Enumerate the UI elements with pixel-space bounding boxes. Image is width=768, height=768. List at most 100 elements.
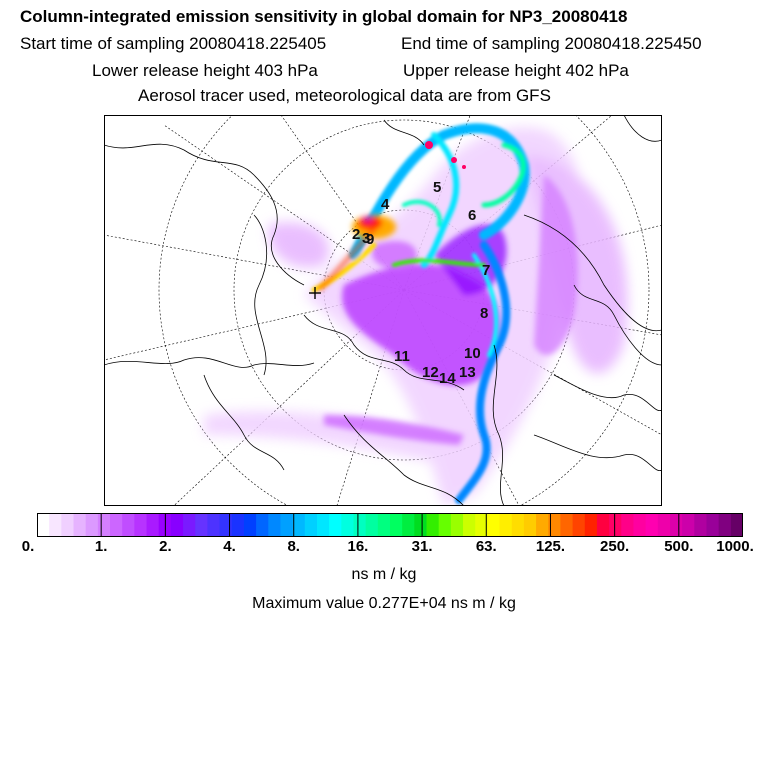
colorbar-tick-label: 63. <box>475 538 497 555</box>
colorbar-cell <box>633 513 647 537</box>
colorbar-cell <box>414 513 428 537</box>
colorbar-cell <box>669 513 683 537</box>
colorbar-cell <box>645 513 659 537</box>
colorbar-cell <box>572 513 586 537</box>
colorbar-tick-label: 1000. <box>716 538 754 555</box>
colorbar-cell <box>438 513 452 537</box>
day-label: 3 <box>362 230 370 247</box>
colorbar-cell <box>61 513 75 537</box>
colorbar-cell <box>122 513 135 537</box>
day-labels: 2 3 4 5 6 7 8 9 10 11 12 13 14 <box>352 179 490 387</box>
colorbar-cell <box>170 513 184 537</box>
plot-title: Column-integrated emission sensitivity i… <box>20 7 628 26</box>
colorbar-cell <box>110 513 123 537</box>
start-time-label: Start time of sampling 20080418.225405 <box>20 34 327 53</box>
colorbar-cell <box>231 513 245 537</box>
day-label: 11 <box>394 348 410 365</box>
colorbar-tick-label: 4. <box>223 538 236 555</box>
colorbar-cell <box>475 513 488 537</box>
colorbar-cell <box>146 513 160 537</box>
day-label: 10 <box>464 345 481 362</box>
colorbar-cell <box>609 513 622 537</box>
colorbar-cell <box>536 513 549 537</box>
colorbar-cell <box>730 513 743 537</box>
day-label: 13 <box>459 364 476 381</box>
end-time-label: End time of sampling 20080418.225450 <box>401 34 702 53</box>
colorbar-cell <box>523 513 537 537</box>
colorbar-tick-label: 16. <box>347 538 369 555</box>
colorbar-cell <box>560 513 574 537</box>
day-label: 12 <box>422 364 439 381</box>
colorbar-cell <box>292 513 306 537</box>
colorbar-unit: ns m / kg <box>351 566 417 583</box>
colorbar-tick-label: 31. <box>411 538 433 555</box>
colorbar-cell <box>219 513 233 537</box>
colorbar-tick-label: 2. <box>159 538 172 555</box>
tracer-note: Aerosol tracer used, meteorological data… <box>138 86 551 105</box>
colorbar-tick-label: 500. <box>664 538 694 555</box>
colorbar-cell <box>73 513 87 537</box>
colorbar-cell <box>584 513 598 537</box>
colorbar-cell <box>341 513 355 537</box>
colorbar <box>37 513 743 537</box>
colorbar-cells <box>37 513 743 537</box>
colorbar-cell <box>450 513 464 537</box>
colorbar-separators <box>100 513 680 537</box>
plume-spots <box>425 141 466 169</box>
plume-loop <box>311 123 530 504</box>
colorbar-cell <box>280 513 294 537</box>
day-label: 9 <box>366 231 374 248</box>
colorbar-cell <box>426 513 440 537</box>
colorbar-cell <box>718 513 732 537</box>
colorbar-cell <box>256 513 269 537</box>
colorbar-cell <box>548 513 562 537</box>
colorbar-cell <box>499 513 513 537</box>
colorbar-cell <box>97 513 111 537</box>
colorbar-cell <box>487 513 501 537</box>
colorbar-cell <box>243 513 257 537</box>
colorbar-cell <box>511 513 525 537</box>
day-label: 5 <box>433 179 441 196</box>
release-site-marker <box>309 287 321 299</box>
colorbar-cell <box>268 513 282 537</box>
colorbar-tick-label: 8. <box>287 538 300 555</box>
maximum-value-label: Maximum value 0.277E+04 ns m / kg <box>252 595 516 612</box>
colorbar-cell <box>37 513 50 537</box>
colorbar-tick-label: 1. <box>94 538 108 555</box>
colorbar-cell <box>183 513 196 537</box>
colorbar-cell <box>377 513 391 537</box>
colorbar-cell <box>694 513 708 537</box>
colorbar-cell <box>365 513 379 537</box>
colorbar-tick-label: 0. <box>21 538 35 555</box>
colorbar-cell <box>596 513 610 537</box>
colorbar-cell <box>402 513 415 537</box>
plume-purple <box>324 175 578 445</box>
day-label: 4 <box>381 196 390 213</box>
colorbar-tick-label: 125. <box>535 538 566 555</box>
colorbar-cell <box>304 513 318 537</box>
colorbar-cell <box>390 513 403 537</box>
emission-sensitivity-map: 2 3 4 5 6 7 8 9 10 11 12 13 14 <box>104 115 662 506</box>
day-label: 8 <box>480 305 488 322</box>
colorbar-cell <box>316 513 330 537</box>
colorbar-cell <box>195 513 209 537</box>
colorbar-tick-labels: 0. 1. 2. 4. 8. 16. 31. 63. 125. 250. 500. 1000. <box>0 538 768 558</box>
colorbar-tick-label: 250. <box>600 538 630 555</box>
day-label: 6 <box>468 207 476 224</box>
colorbar-cell <box>329 513 342 537</box>
colorbar-cell <box>49 513 62 537</box>
colorbar-cell <box>134 513 148 537</box>
colorbar-cell <box>85 513 99 537</box>
colorbar-cell <box>207 513 221 537</box>
lower-release-label: Lower release height 403 hPa <box>92 61 318 80</box>
day-label: 14 <box>439 370 456 387</box>
colorbar-cell <box>353 513 367 537</box>
day-label: 2 <box>352 226 360 243</box>
coastlines <box>104 115 662 506</box>
colorbar-cell <box>463 513 476 537</box>
plume-core <box>317 215 396 292</box>
colorbar-cell <box>682 513 695 537</box>
colorbar-cell <box>706 513 720 537</box>
day-label: 7 <box>482 262 490 279</box>
colorbar-cell <box>657 513 671 537</box>
